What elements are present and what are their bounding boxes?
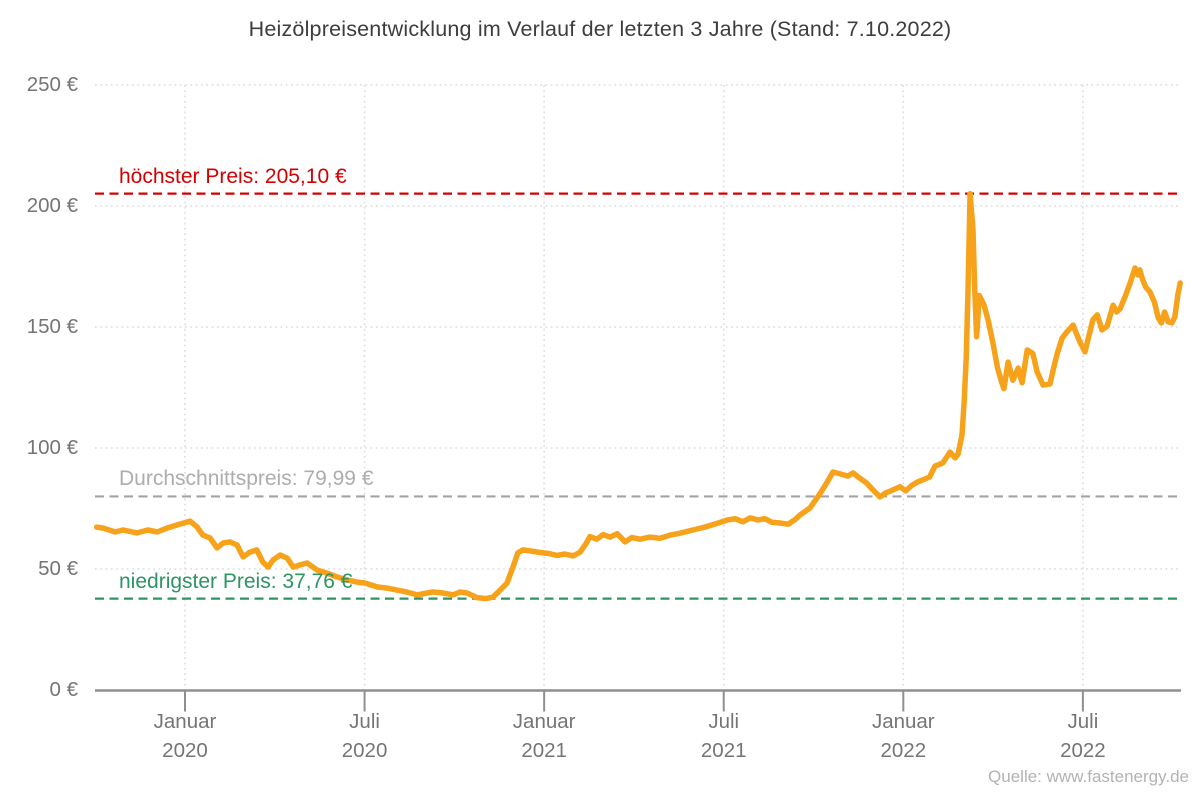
x-label-year: 2022: [1060, 739, 1106, 762]
price-line: [93, 190, 1183, 602]
y-axis-label: 50 €: [38, 557, 78, 580]
x-axis-label: Januar 2021: [469, 707, 619, 765]
y-axis-label: 100 €: [26, 436, 78, 459]
x-label-month: Januar: [512, 710, 576, 733]
x-axis-label: Januar 2020: [110, 707, 260, 765]
x-label-month: Januar: [153, 710, 217, 733]
x-label-month: Juli: [1067, 710, 1099, 733]
y-axis-label: 0 €: [49, 678, 79, 701]
x-label-year: 2022: [880, 739, 927, 762]
x-axis-label: Januar 2022: [828, 707, 978, 765]
x-label-month: Juli: [708, 710, 740, 733]
x-label-month: Juli: [349, 710, 380, 733]
annotation-label-avg: Durchschnittspreis: 79,99 €: [119, 467, 374, 491]
chart-title: Heizölpreisentwicklung im Verlauf der le…: [248, 17, 952, 41]
y-axis-label: 200 €: [26, 194, 78, 217]
x-label-year: 2020: [162, 739, 208, 762]
annotation-label-max: höchster Preis: 205,10 €: [119, 164, 347, 188]
y-axis-label: 250 €: [26, 73, 78, 96]
x-axis-label: Juli 2021: [649, 707, 799, 765]
annotation-label-min: niedrigster Preis: 37,76 €: [119, 569, 353, 593]
y-axis-label: 150 €: [26, 315, 78, 338]
x-axis-label: Juli 2020: [290, 707, 440, 765]
x-label-month: Januar: [871, 710, 935, 733]
x-label-year: 2021: [700, 739, 747, 762]
x-label-year: 2021: [521, 739, 567, 762]
x-label-year: 2020: [341, 739, 388, 762]
x-axis-label: Juli 2022: [1008, 707, 1158, 765]
source-credit: Quelle: www.fastenergy.de: [988, 767, 1189, 786]
